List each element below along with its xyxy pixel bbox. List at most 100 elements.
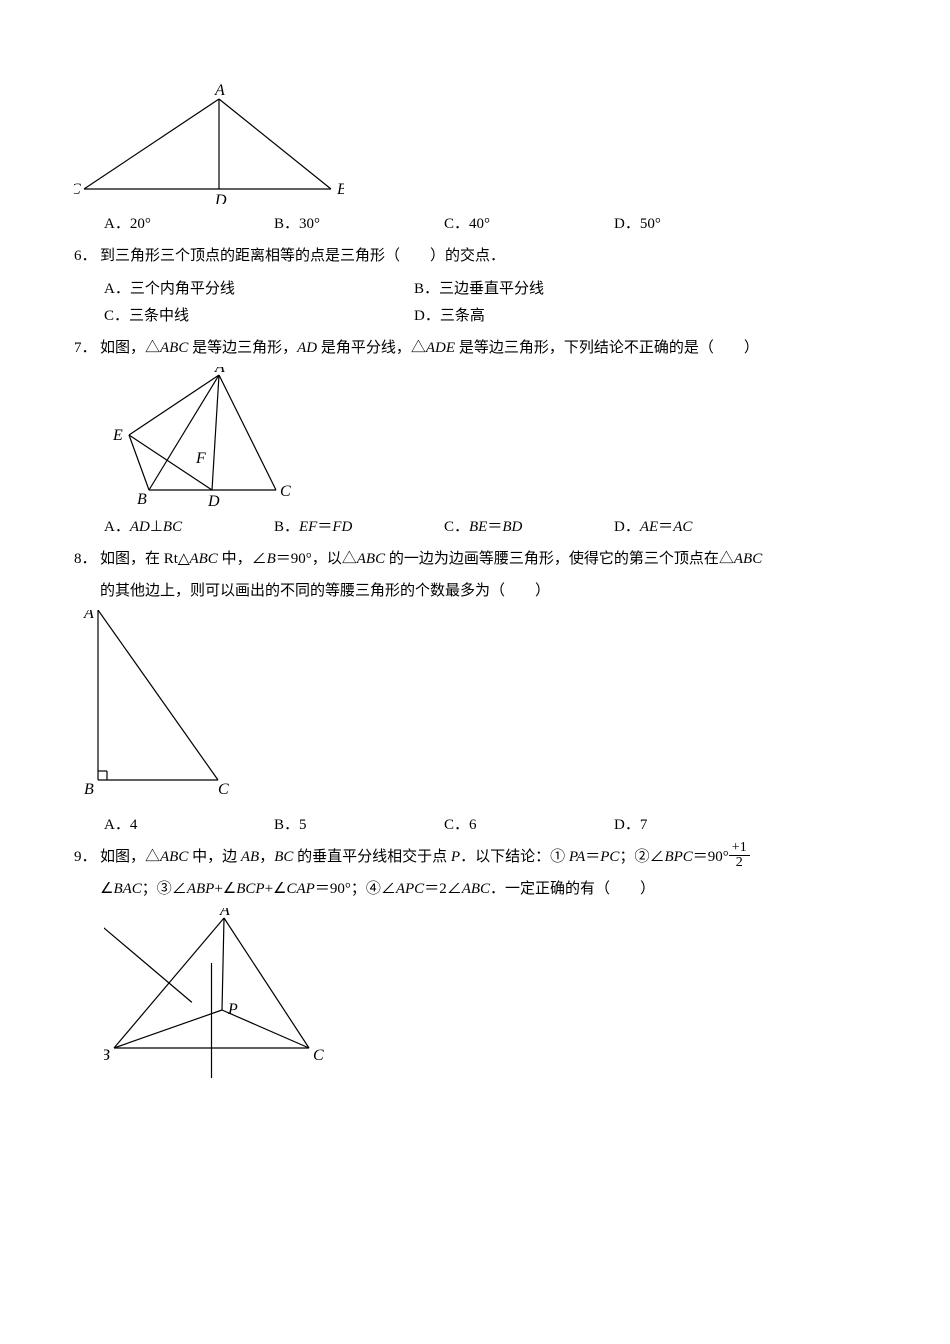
q9-t2: 中，边 — [188, 849, 241, 865]
q8-abc2: ABC — [357, 551, 385, 567]
q9-semi: ；②∠ — [619, 849, 664, 865]
q7-num: 7． — [74, 333, 100, 363]
q8-opt-a: A．4 — [104, 813, 274, 834]
q8-opt-b: B．5 — [274, 813, 444, 834]
q8-line2: 的其他边上，则可以画出的不同的等腰三角形的个数最多为（ ） — [100, 576, 876, 606]
svg-text:D: D — [214, 192, 227, 204]
q7a-m: ⊥ — [150, 519, 163, 535]
svg-text:P: P — [227, 1001, 238, 1018]
q8-t4: 的一边为边画等腰三角形，使得它的第三个顶点在△ — [385, 551, 734, 567]
q7c-i: BE — [469, 519, 487, 535]
q8-num: 8． — [74, 544, 100, 574]
q8-t2: 中，∠ — [218, 551, 267, 567]
q7b-pre: B． — [274, 519, 299, 535]
q9-pc: PC — [600, 849, 619, 865]
q7-options: A．AD⊥BC B．EF＝FD C．BE＝BD D．AE＝AC — [104, 515, 876, 536]
q7b-m: ＝ — [317, 519, 332, 535]
q8-t3: ＝90°，以△ — [276, 551, 357, 567]
q9-ab: AB — [241, 849, 259, 865]
q9-apc: APC — [396, 881, 424, 897]
q5-figure: A B C D — [74, 84, 344, 204]
q8-tri: △ — [178, 551, 190, 567]
q9-bac: BAC — [113, 881, 141, 897]
q7c-i2: BD — [502, 519, 522, 535]
q6-num: 6． — [74, 241, 100, 271]
q6-text: 到三角形三个顶点的距离相等的点是三角形（ ）的交点． — [100, 241, 876, 271]
svg-text:B: B — [137, 491, 147, 507]
svg-text:A: A — [214, 84, 225, 99]
q6: 6． 到三角形三个顶点的距离相等的点是三角形（ ）的交点． — [74, 241, 876, 271]
q7d-pre: D． — [614, 519, 640, 535]
q8-opt-c: C．6 — [444, 813, 614, 834]
q7-text: 如图，△ABC 是等边三角形，AD 是角平分线，△ADE 是等边三角形，下列结论… — [100, 333, 876, 363]
q8-b: B — [267, 551, 276, 567]
q9-p: P — [451, 849, 460, 865]
svg-text:A: A — [214, 367, 225, 376]
svg-text:C: C — [74, 181, 81, 198]
svg-text:C: C — [280, 483, 291, 500]
q5-opt-d: D．50° — [614, 212, 784, 233]
q9-abc2: ABC — [462, 881, 490, 897]
q7a-pre: A． — [104, 519, 130, 535]
q9-bcp: BCP — [236, 881, 264, 897]
q9-l2b: ；③∠ — [142, 881, 187, 897]
q9-abc: ABC — [160, 849, 188, 865]
q7-abc: ABC — [160, 340, 188, 356]
q7a-i2: BC — [163, 519, 182, 535]
svg-text:E: E — [112, 427, 123, 444]
q7-opt-a: A．AD⊥BC — [104, 515, 274, 536]
q7b-i2: FD — [332, 519, 352, 535]
q8-abc3: ABC — [734, 551, 762, 567]
svg-text:B: B — [337, 181, 344, 198]
svg-text:B: B — [104, 1047, 110, 1064]
q9-frac-num: +1 — [729, 841, 750, 856]
q8: 8． 如图，在 Rt△ABC 中，∠B＝90°，以△ABC 的一边为边画等腰三角… — [74, 544, 876, 574]
svg-text:A: A — [83, 610, 94, 622]
q8-options: A．4 B．5 C．6 D．7 — [104, 813, 876, 834]
q9-eq: ＝ — [585, 849, 600, 865]
q9: 9． 如图，△ABC 中，边 AB，BC 的垂直平分线相交于点 P．以下结论：①… — [74, 842, 876, 872]
q7-figure: ABCDEF — [104, 367, 304, 507]
q8-abc: ABC — [189, 551, 217, 567]
q9-abp: ABP — [187, 881, 215, 897]
q9-frac-den: 2 — [729, 856, 750, 870]
q6-opt-a: A．三个内角平分线 — [104, 277, 414, 298]
svg-text:C: C — [313, 1047, 324, 1064]
q9-figure: ABCP — [104, 908, 334, 1083]
q9-cap: CAP — [287, 881, 315, 897]
q8-text: 如图，在 Rt△ABC 中，∠B＝90°，以△ABC 的一边为边画等腰三角形，使… — [100, 544, 876, 574]
q9-plus2: +∠ — [265, 881, 287, 897]
q9-l2d: ＝2∠ — [424, 881, 462, 897]
q7d-m: ＝ — [658, 519, 673, 535]
q7-ad: AD — [297, 340, 317, 356]
svg-text:D: D — [207, 493, 220, 507]
q7-t4: 是等边三角形，下列结论不正确的是（ ） — [455, 340, 759, 356]
q9-num: 9． — [74, 842, 100, 872]
q9-plus1: +∠ — [214, 881, 236, 897]
q9-t3: 的垂直平分线相交于点 — [293, 849, 451, 865]
q7-opt-d: D．AE＝AC — [614, 515, 784, 536]
q7a-i: AD — [130, 519, 150, 535]
q5-opt-b: B．30° — [274, 212, 444, 233]
q5-opt-c: C．40° — [444, 212, 614, 233]
q7d-i: AE — [640, 519, 658, 535]
svg-text:C: C — [218, 781, 229, 798]
q9-pa: PA — [569, 849, 585, 865]
q9-frac: +12 — [729, 841, 750, 870]
q9-t4: ．以下结论：① — [460, 849, 569, 865]
q9-bpc: BPC — [664, 849, 692, 865]
q6-opt-d: D．三条高 — [414, 304, 724, 325]
q7-t3: 是角平分线，△ — [317, 340, 426, 356]
q7: 7． 如图，△ABC 是等边三角形，AD 是角平分线，△ADE 是等边三角形，下… — [74, 333, 876, 363]
q6-opt-c: C．三条中线 — [104, 304, 414, 325]
q6-options-row1: A．三个内角平分线 B．三边垂直平分线 — [104, 277, 876, 298]
q6-options-row2: C．三条中线 D．三条高 — [104, 304, 876, 325]
q9-bc: BC — [274, 849, 293, 865]
q9-line2: ∠BAC；③∠ABP+∠BCP+∠CAP＝90°；④∠APC＝2∠ABC．一定正… — [100, 874, 876, 904]
q8-figure: ABC — [78, 610, 238, 805]
q7c-m: ＝ — [487, 519, 502, 535]
q9-l2a: ∠ — [100, 881, 113, 897]
q5-opt-a: A．20° — [104, 212, 274, 233]
q9-l2c: ＝90°；④∠ — [315, 881, 396, 897]
q9-l2e: ．一定正确的有（ ） — [490, 881, 655, 897]
